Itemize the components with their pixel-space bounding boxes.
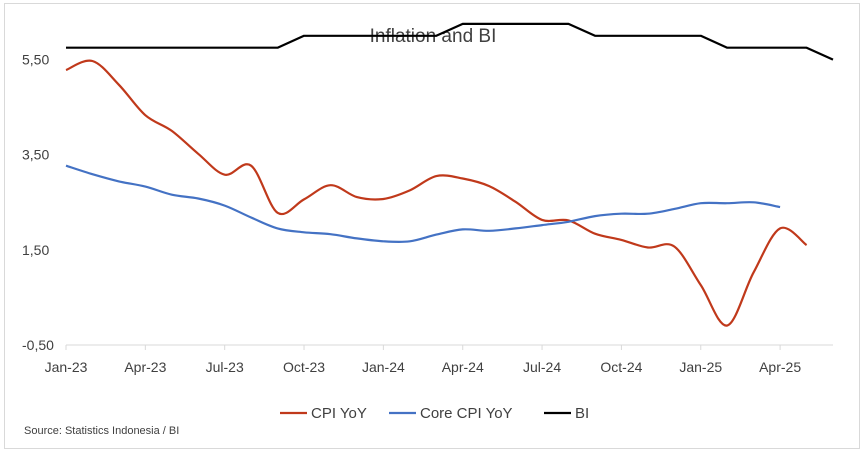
source-note: Source: Statistics Indonesia / BI [24,425,179,437]
legend-label: CPI YoY [311,405,367,422]
y-tick-label: -0,50 [22,337,54,353]
y-tick-label: 3,50 [22,147,49,163]
y-tick-label: 1,50 [22,242,49,258]
series-line-cpi-yoy [65,59,808,327]
x-tick-label: Jan-24 [362,359,405,375]
x-tick-label: Apr-25 [759,359,801,375]
chart-frame [4,3,860,449]
y-tick-label: 5,50 [22,52,49,68]
x-tick-label: Jul-24 [523,359,561,375]
x-tick-label: Jan-25 [679,359,722,375]
x-tick-label: Apr-23 [124,359,166,375]
series-line-core-cpi-yoy [65,164,781,244]
legend: CPI YoY Core CPI YoY BI [280,405,589,422]
x-tick-label: Jul-23 [206,359,244,375]
x-tick-label: Jan-23 [45,359,88,375]
x-tick-label: Apr-24 [442,359,484,375]
x-tick-label: Oct-24 [600,359,642,375]
legend-label: Core CPI YoY [420,405,513,422]
legend-label: BI [575,405,589,422]
series-line-bi [66,22,834,61]
x-tick-label: Oct-23 [283,359,325,375]
